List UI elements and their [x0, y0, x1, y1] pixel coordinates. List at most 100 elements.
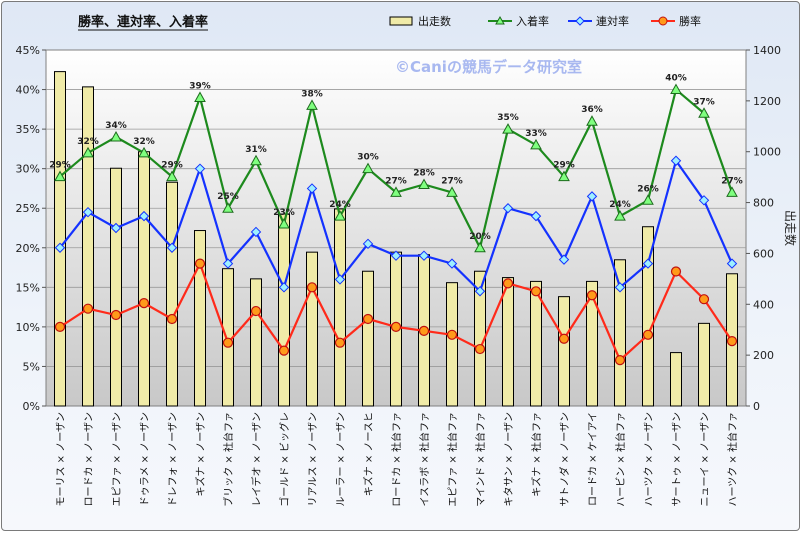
point-top3 [194, 91, 206, 102]
bar-starts [362, 270, 374, 407]
point-top3 [306, 99, 318, 110]
point-top2 [698, 195, 710, 206]
data-label: 27% [721, 176, 743, 186]
data-label: 35% [497, 113, 519, 123]
left-tick-label: 45% [16, 44, 40, 57]
x-tick-label: ブリック × 社台ファ [222, 412, 235, 507]
right-tick-label: 1000 [753, 146, 781, 159]
x-tick-label: ロードカ × ケイアイ [587, 412, 599, 506]
left-tick-label: 25% [16, 202, 40, 215]
data-label: 40% [665, 74, 687, 84]
data-label: 39% [189, 81, 211, 91]
data-label: 38% [301, 89, 323, 99]
left-tick-label: 15% [16, 281, 40, 294]
point-win [502, 278, 514, 289]
point-top2 [110, 222, 122, 234]
bar-starts [334, 208, 346, 407]
point-win [614, 355, 626, 366]
x-tick-label: ロードカ × ノーザン [83, 412, 95, 507]
data-label: 28% [413, 168, 435, 178]
bar-starts [138, 151, 150, 407]
bar-starts [698, 322, 710, 407]
point-top2 [194, 163, 206, 174]
right-tick-label: 600 [753, 247, 774, 260]
legend-swatch-bar [389, 16, 413, 26]
bar-starts [642, 226, 654, 407]
point-win [166, 313, 178, 325]
data-label: 23% [273, 208, 295, 218]
point-top2 [82, 206, 94, 218]
data-label: 24% [609, 200, 631, 210]
x-tick-label: キズナ × ノースヒ [362, 412, 375, 496]
data-label: 37% [693, 97, 715, 107]
bar-starts [446, 282, 458, 407]
point-win [586, 290, 598, 301]
point-win [670, 266, 682, 277]
point-top3 [642, 194, 654, 205]
point-top2 [166, 242, 178, 253]
point-win [194, 258, 206, 269]
point-top2 [530, 210, 542, 222]
point-win [222, 337, 234, 348]
point-top3 [418, 178, 430, 189]
bar-starts [502, 277, 514, 407]
point-top3 [250, 154, 262, 166]
legend-label: 入着率 [516, 14, 549, 28]
data-label: 36% [581, 105, 603, 115]
point-top3 [138, 146, 150, 158]
point-top3 [278, 218, 290, 229]
point-top2 [278, 282, 290, 293]
x-tick-label: マインド × 社台ファ [474, 412, 487, 507]
right-tick-label: 1200 [753, 95, 781, 108]
point-win [362, 313, 374, 325]
point-top2 [726, 258, 738, 269]
data-label: 24% [329, 200, 351, 210]
legend-label: 連対率 [596, 14, 629, 28]
point-top3 [362, 162, 374, 174]
point-win [698, 294, 710, 305]
bar-starts [82, 86, 94, 407]
data-label: 27% [385, 176, 407, 186]
point-top3 [390, 186, 402, 197]
x-tick-label: イスラボ × 社台ファ [418, 412, 431, 506]
left-tick-label: 35% [16, 123, 40, 136]
left-tick-label: 30% [16, 163, 40, 176]
bar-starts [250, 278, 262, 407]
x-tick-label: エピファ × ノーザン [111, 412, 123, 507]
point-top2 [474, 286, 486, 297]
point-top2 [334, 274, 346, 285]
point-top3 [446, 186, 458, 197]
point-top2 [446, 258, 458, 269]
x-tick-label: ドレフォ × ノーザン [167, 412, 179, 507]
point-top3 [166, 170, 178, 182]
x-tick-label: キタサン × ノーザン [503, 412, 515, 507]
point-top3 [54, 170, 66, 182]
point-top3 [474, 241, 486, 253]
data-label: 25% [217, 192, 239, 202]
legend-marker [495, 15, 505, 25]
point-top3 [334, 210, 346, 221]
bar-starts [670, 352, 682, 407]
chart-title: 勝率、連対率、入着率 [78, 14, 208, 30]
data-label: 26% [637, 184, 659, 194]
data-label: 29% [161, 161, 183, 171]
point-top2 [558, 254, 570, 265]
watermark: ©Caniの競馬データ研究室 [395, 58, 582, 76]
point-win [82, 303, 94, 314]
point-win [138, 298, 150, 309]
point-win [278, 345, 290, 356]
point-top2 [586, 191, 598, 202]
bar-starts [278, 213, 290, 407]
point-top3 [82, 146, 94, 158]
x-tick-label: ゴールド × ビッグレ [278, 412, 291, 507]
point-top3 [614, 210, 626, 221]
left-tick-label: 20% [16, 242, 40, 255]
data-label: 27% [441, 176, 463, 186]
x-tick-label: サートゥ × ノーザン [671, 412, 683, 507]
point-win [446, 329, 458, 340]
bar-starts [194, 230, 206, 407]
point-top3 [530, 138, 542, 150]
point-top3 [698, 107, 710, 118]
point-win [642, 329, 654, 340]
